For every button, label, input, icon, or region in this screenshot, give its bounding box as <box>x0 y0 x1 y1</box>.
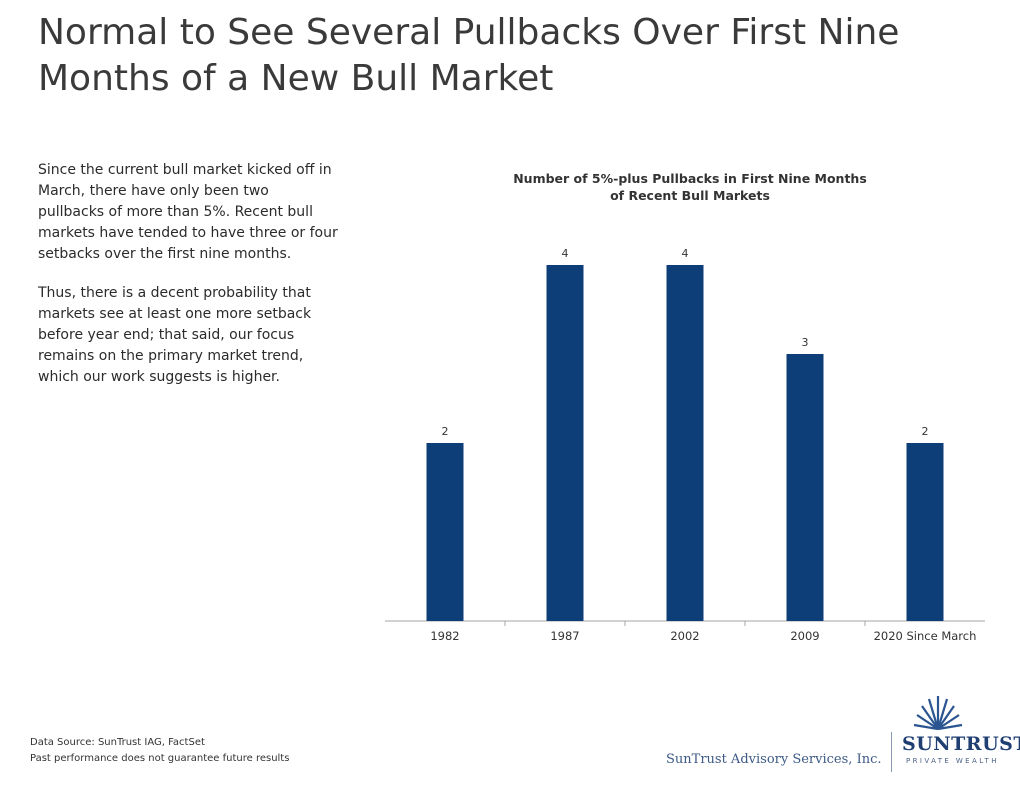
commentary-paragraph: Since the current bull market kicked off… <box>38 162 338 262</box>
x-tick-label: 2009 <box>790 629 819 643</box>
sunburst-icon <box>913 696 963 731</box>
commentary: Since the current bull market kicked off… <box>38 160 338 406</box>
commentary-paragraph: Thus, there is a decent probability that… <box>38 285 312 385</box>
chart-title-line: of Recent Bull Markets <box>610 188 770 203</box>
data-label: 2 <box>922 425 929 438</box>
bar <box>786 354 824 621</box>
logo-tagline: PRIVATE WEALTH <box>906 757 999 765</box>
logo-wordmark: SunTrust <box>902 733 1020 755</box>
x-tick-label: 2002 <box>670 629 699 643</box>
disclaimer-note: Past performance does not guarantee futu… <box>30 753 290 764</box>
chart-title-line: Number of 5%-plus Pullbacks in First Nin… <box>513 171 867 186</box>
chart-title: Number of 5%-plus Pullbacks in First Nin… <box>470 170 910 204</box>
data-label: 3 <box>802 336 809 349</box>
data-source-note: Data Source: SunTrust IAG, FactSet <box>30 737 205 748</box>
bar <box>546 265 584 621</box>
bar <box>666 265 704 621</box>
data-label: 4 <box>682 247 689 260</box>
bar <box>906 443 944 621</box>
x-tick-label: 1987 <box>550 629 579 643</box>
data-label: 4 <box>562 247 569 260</box>
advisory-services-name: SunTrust Advisory Services, Inc. <box>666 752 882 767</box>
x-tick-label: 1982 <box>430 629 459 643</box>
logo-divider <box>891 732 892 772</box>
suntrust-logo: SunTrust PRIVATE WEALTH <box>900 695 1020 775</box>
footnotes: Data Source: SunTrust IAG, FactSet Past … <box>30 735 289 767</box>
data-label: 2 <box>442 425 449 438</box>
x-tick-label: 2020 Since March <box>874 629 977 643</box>
page-title: Normal to See Several Pullbacks Over Fir… <box>38 12 900 99</box>
bar <box>426 443 464 621</box>
